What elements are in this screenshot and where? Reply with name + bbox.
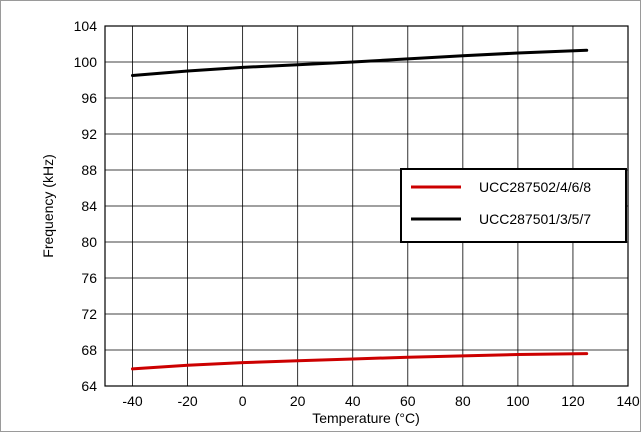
- x-tick-label: 80: [455, 393, 471, 409]
- x-tick-label: 40: [345, 393, 361, 409]
- y-tick-label: 80: [81, 234, 97, 250]
- y-tick-label: 68: [81, 342, 97, 358]
- y-tick-label: 104: [74, 18, 98, 34]
- legend-label-series-2: UCC287501/3/5/7: [479, 211, 591, 227]
- x-tick-label: 140: [616, 393, 640, 409]
- y-tick-label: 88: [81, 162, 97, 178]
- x-tick-label: 0: [239, 393, 247, 409]
- y-tick-label: 92: [81, 126, 97, 142]
- y-tick-label: 84: [81, 198, 97, 214]
- y-tick-label: 76: [81, 270, 97, 286]
- legend: UCC287502/4/6/8 UCC287501/3/5/7: [400, 168, 627, 243]
- series-line-2: [131, 48, 589, 77]
- x-tick-label: 100: [506, 393, 530, 409]
- x-axis-label: Temperature (°C): [312, 410, 420, 426]
- legend-box: [400, 168, 627, 243]
- x-tick-label: 120: [561, 393, 585, 409]
- x-tick-label: -40: [122, 393, 142, 409]
- x-tick-label: 60: [400, 393, 416, 409]
- x-tick-label: 20: [290, 393, 306, 409]
- y-tick-label: 64: [81, 378, 97, 394]
- y-axis-label: Frequency (kHz): [40, 154, 56, 257]
- y-tick-label: 100: [74, 54, 98, 70]
- plot-border: [104, 25, 629, 387]
- legend-label-series-1: UCC287502/4/6/8: [479, 179, 591, 195]
- y-tick-label: 96: [81, 90, 97, 106]
- tick-labels: -40 -20 0 20 40 60 80 100 120 140 64 68 72 76 80 84 88 92…: [74, 18, 640, 409]
- series-lines: [131, 48, 589, 371]
- series-line-1: [131, 352, 589, 371]
- x-tick-label: -20: [177, 393, 197, 409]
- y-tick-label: 72: [81, 306, 97, 322]
